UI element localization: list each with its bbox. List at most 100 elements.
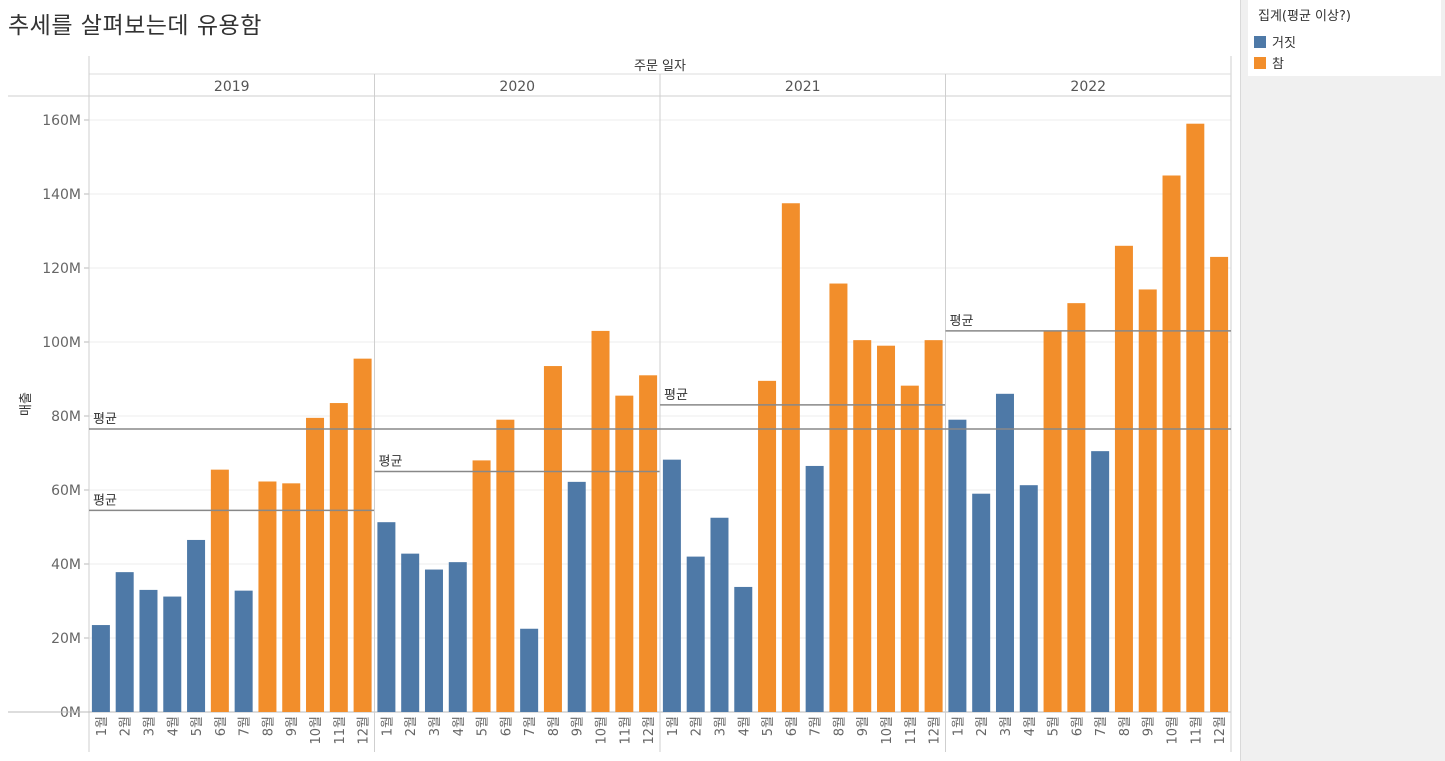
x-tick-label: 9월	[571, 716, 586, 736]
bar-2022-4	[1019, 485, 1038, 712]
bar-2019-11	[329, 403, 348, 712]
chart-title: 추세를 살펴보는데 유용함	[8, 13, 262, 39]
x-tick-label: 6월	[499, 716, 514, 736]
bar-2021-10	[877, 345, 896, 712]
x-tick-label: 1월	[95, 716, 110, 736]
x-tick-label: 2월	[404, 716, 419, 736]
panel-year-label: 2020	[499, 79, 535, 95]
bar-2021-6	[781, 203, 800, 712]
x-tick-label: 10월	[1166, 716, 1181, 745]
bar-2022-3	[995, 393, 1014, 712]
legend-swatch-true	[1254, 57, 1266, 69]
x-tick-label: 8월	[261, 716, 276, 736]
bar-2021-8	[829, 283, 848, 712]
x-tick-label: 8월	[832, 716, 847, 736]
x-tick-label: 8월	[547, 716, 562, 736]
legend-title: 집계(평균 이상?)	[1258, 9, 1351, 24]
x-tick-label: 10월	[880, 716, 895, 745]
average-label: 평균	[950, 314, 974, 329]
bar-2021-9	[853, 340, 872, 712]
bar-2019-8	[258, 481, 277, 712]
bar-2020-8	[543, 366, 562, 712]
x-tick-label: 1월	[380, 716, 395, 736]
bar-2020-10	[591, 330, 610, 712]
bar-2022-11	[1186, 123, 1205, 712]
overall-average-label: 평균	[93, 412, 117, 427]
x-tick-label: 7월	[238, 716, 253, 736]
x-tick-label: 7월	[809, 716, 824, 736]
bar-2022-2	[972, 493, 991, 712]
x-tick-label: 12월	[1213, 716, 1228, 745]
bar-2019-1	[91, 625, 110, 712]
x-tick-label: 11월	[904, 716, 919, 745]
x-tick-label: 7월	[523, 716, 538, 736]
bar-2019-5	[187, 539, 206, 712]
x-tick-label: 3월	[428, 716, 443, 736]
legend-item-false[interactable]: 거짓	[1254, 32, 1296, 51]
bar-2020-11	[615, 395, 634, 712]
bar-2022-10	[1162, 175, 1181, 712]
x-tick-label: 2월	[119, 716, 134, 736]
bar-2019-9	[282, 483, 301, 712]
x-tick-label: 8월	[1118, 716, 1133, 736]
y-tick-label: 120M	[42, 261, 81, 277]
x-tick-label: 6월	[785, 716, 800, 736]
x-tick-label: 4월	[452, 716, 467, 736]
header-label: 주문 일자	[634, 59, 686, 74]
bar-2019-10	[306, 417, 325, 712]
bar-2021-3	[710, 517, 729, 712]
x-tick-label: 3월	[999, 716, 1014, 736]
x-tick-label: 7월	[1094, 716, 1109, 736]
bar-2021-5	[758, 380, 777, 712]
bar-2019-4	[163, 596, 182, 712]
x-tick-label: 9월	[856, 716, 871, 736]
y-tick-label: 80M	[51, 409, 81, 425]
x-tick-label: 5월	[190, 716, 205, 736]
x-tick-label: 12월	[357, 716, 372, 745]
x-tick-label: 12월	[928, 716, 943, 745]
x-tick-label: 5월	[476, 716, 491, 736]
bar-2022-12	[1210, 256, 1229, 712]
legend: 집계(평균 이상?) 거짓 참	[1248, 0, 1441, 76]
average-label: 평균	[93, 493, 117, 508]
x-tick-label: 1월	[666, 716, 681, 736]
x-tick-label: 6월	[1070, 716, 1085, 736]
x-tick-label: 10월	[595, 716, 610, 745]
average-label: 평균	[664, 388, 688, 403]
x-tick-label: 4월	[166, 716, 181, 736]
bar-2020-7	[520, 628, 539, 712]
bar-2019-12	[353, 358, 372, 712]
bar-2020-4	[448, 562, 467, 712]
x-tick-label: 11월	[333, 716, 348, 745]
panel-year-label: 2021	[785, 79, 821, 95]
bar-2019-2	[115, 572, 134, 712]
y-axis-label: 매출	[19, 392, 34, 416]
x-tick-label: 3월	[142, 716, 157, 736]
bar-2019-6	[210, 469, 229, 712]
x-tick-label: 9월	[285, 716, 300, 736]
bar-2022-9	[1138, 289, 1157, 712]
legend-item-true[interactable]: 참	[1254, 53, 1284, 72]
y-tick-label: 0M	[60, 705, 81, 721]
bar-2022-5	[1043, 330, 1062, 712]
y-tick-label: 20M	[51, 631, 81, 647]
bar-2022-8	[1114, 245, 1133, 713]
bar-2022-1	[948, 419, 967, 712]
bar-2021-7	[805, 465, 824, 712]
bar-2022-6	[1067, 303, 1086, 712]
x-tick-label: 3월	[713, 716, 728, 736]
bar-2020-2	[401, 553, 420, 712]
x-tick-label: 10월	[309, 716, 324, 745]
x-tick-label: 6월	[214, 716, 229, 736]
x-tick-label: 2월	[975, 716, 990, 736]
bar-2021-11	[900, 385, 919, 712]
bar-2021-12	[924, 340, 943, 712]
legend-swatch-false	[1254, 36, 1266, 48]
bar-2021-2	[686, 556, 705, 712]
x-tick-label: 11월	[1189, 716, 1204, 745]
x-tick-label: 4월	[1023, 716, 1038, 736]
bar-2020-6	[496, 419, 515, 712]
bar-2022-7	[1091, 451, 1110, 712]
x-tick-label: 11월	[618, 716, 633, 745]
side-panel	[1240, 0, 1445, 761]
